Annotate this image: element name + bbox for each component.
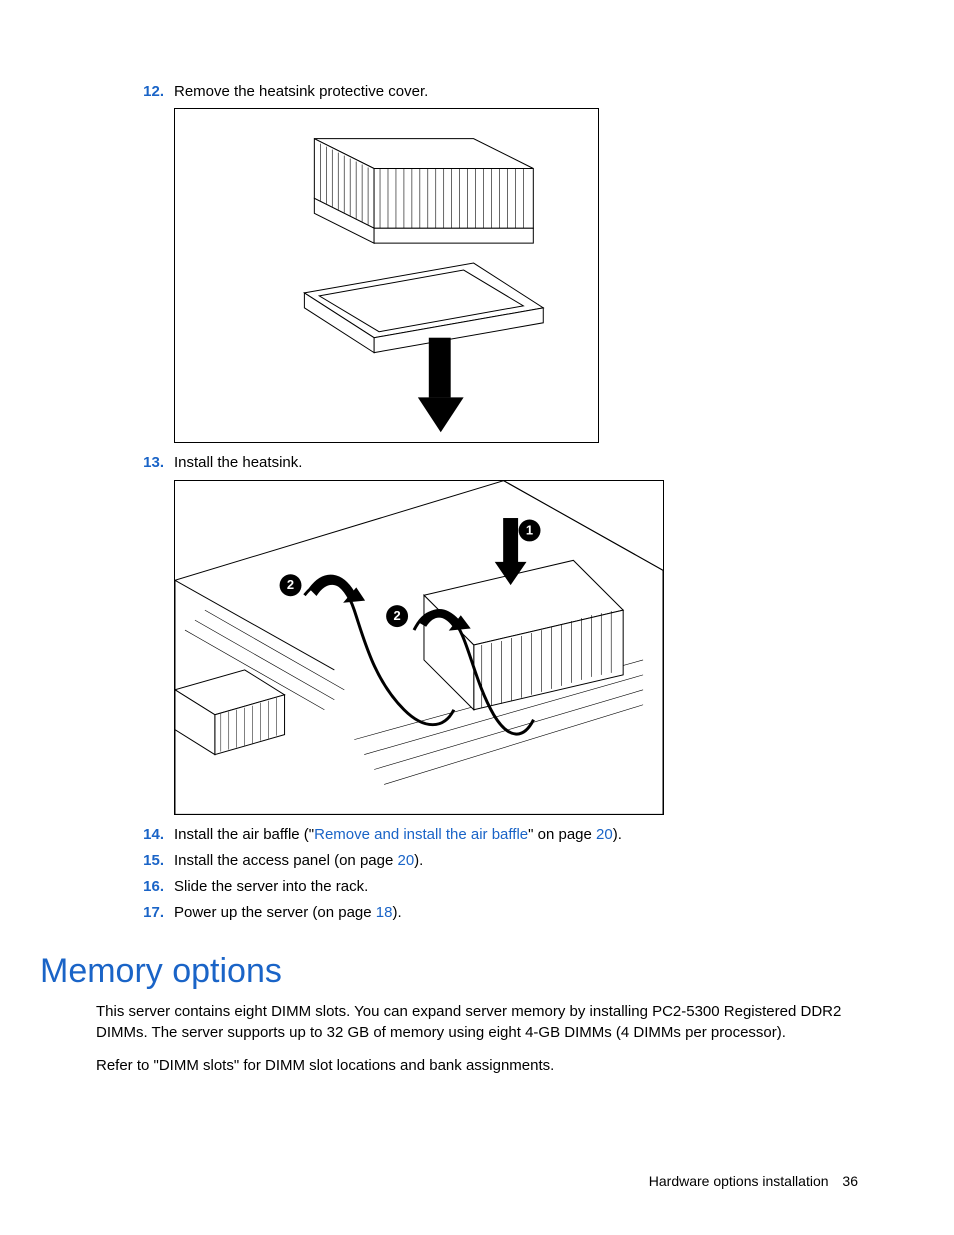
figure-install-heatsink-svg: 1 2 2: [175, 480, 663, 815]
step-text: Install the access panel (on page 20).: [174, 851, 858, 871]
xref-air-baffle[interactable]: Remove and install the air baffle: [314, 826, 528, 843]
step-16: 16. Slide the server into the rack.: [134, 877, 858, 897]
section-heading-memory-options: Memory options: [40, 952, 858, 991]
step-number: 16.: [134, 877, 164, 897]
footer-section-label: Hardware options installation: [649, 1173, 829, 1189]
step-17: 17. Power up the server (on page 18).: [134, 903, 858, 923]
step-text: Power up the server (on page 18).: [174, 903, 858, 923]
step-number: 12.: [134, 82, 164, 102]
memory-options-para-2: Refer to "DIMM slots" for DIMM slot loca…: [96, 1055, 858, 1076]
callout-2a: 2: [287, 577, 294, 592]
step-text: Remove the heatsink protective cover.: [174, 82, 858, 102]
step-number: 15.: [134, 851, 164, 871]
figure-heatsink-svg: [175, 108, 598, 443]
figure-heatsink-cover-removal: [174, 108, 599, 443]
step-text: Install the heatsink.: [174, 453, 858, 473]
callout-2b: 2: [393, 608, 400, 623]
step-text: Slide the server into the rack.: [174, 877, 858, 897]
step-number: 13.: [134, 453, 164, 473]
step-15: 15. Install the access panel (on page 20…: [134, 851, 858, 871]
xref-page-18[interactable]: 18: [376, 904, 393, 921]
figure-install-heatsink: 1 2 2: [174, 480, 664, 815]
page-footer: Hardware options installation 36: [649, 1173, 858, 1189]
xref-page-20-a[interactable]: 20: [596, 826, 613, 843]
step-12: 12. Remove the heatsink protective cover…: [134, 82, 858, 102]
memory-options-para-1: This server contains eight DIMM slots. Y…: [96, 1001, 858, 1043]
step-13: 13. Install the heatsink.: [134, 453, 858, 473]
step-number: 14.: [134, 825, 164, 845]
xref-page-20-b[interactable]: 20: [397, 852, 414, 869]
step-number: 17.: [134, 903, 164, 923]
footer-page-number: 36: [842, 1173, 858, 1189]
callout-1: 1: [526, 522, 533, 537]
document-page: 12. Remove the heatsink protective cover…: [0, 0, 954, 1235]
step-14: 14. Install the air baffle ("Remove and …: [134, 825, 858, 845]
step-text: Install the air baffle ("Remove and inst…: [174, 825, 858, 845]
